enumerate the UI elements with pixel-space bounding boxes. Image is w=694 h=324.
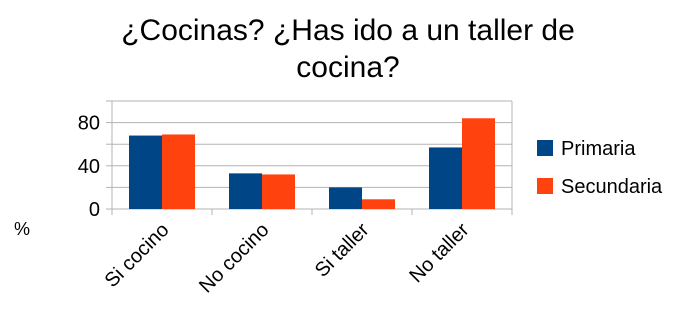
legend-label: Secundaria	[561, 176, 663, 198]
bar-primaria-1	[229, 173, 262, 209]
legend-swatch	[537, 178, 553, 194]
x-category-label: Si cocino	[101, 219, 174, 292]
bar-primaria-2	[329, 187, 362, 209]
x-category-label: Si taller	[311, 219, 374, 282]
legend: Primaria Secundaria	[537, 138, 663, 198]
legend-swatch	[537, 140, 553, 156]
legend-label: Primaria	[561, 138, 636, 160]
y-axis-ticks: 0 40 80	[78, 113, 100, 221]
bars	[129, 118, 495, 209]
chart-title-line-1: ¿Cocinas? ¿Has ido a un taller de	[121, 14, 575, 47]
bar-secundaria-1	[262, 174, 295, 209]
bar-primaria-3	[429, 147, 462, 209]
chart-title-line-2: cocina?	[296, 51, 399, 84]
bar-secundaria-3	[462, 118, 495, 209]
x-axis-labels: Si cocino No cocino Si taller No taller	[101, 219, 474, 298]
bar-secundaria-2	[362, 199, 395, 209]
bar-primaria-0	[129, 135, 162, 209]
y-tick-label: 0	[89, 199, 100, 221]
x-category-label: No cocino	[195, 219, 273, 297]
y-tick-label: 80	[78, 113, 100, 135]
x-category-label: No taller	[405, 219, 473, 287]
bar-secundaria-0	[162, 134, 195, 209]
y-axis-label: %	[14, 219, 30, 239]
y-tick-label: 40	[78, 156, 100, 178]
